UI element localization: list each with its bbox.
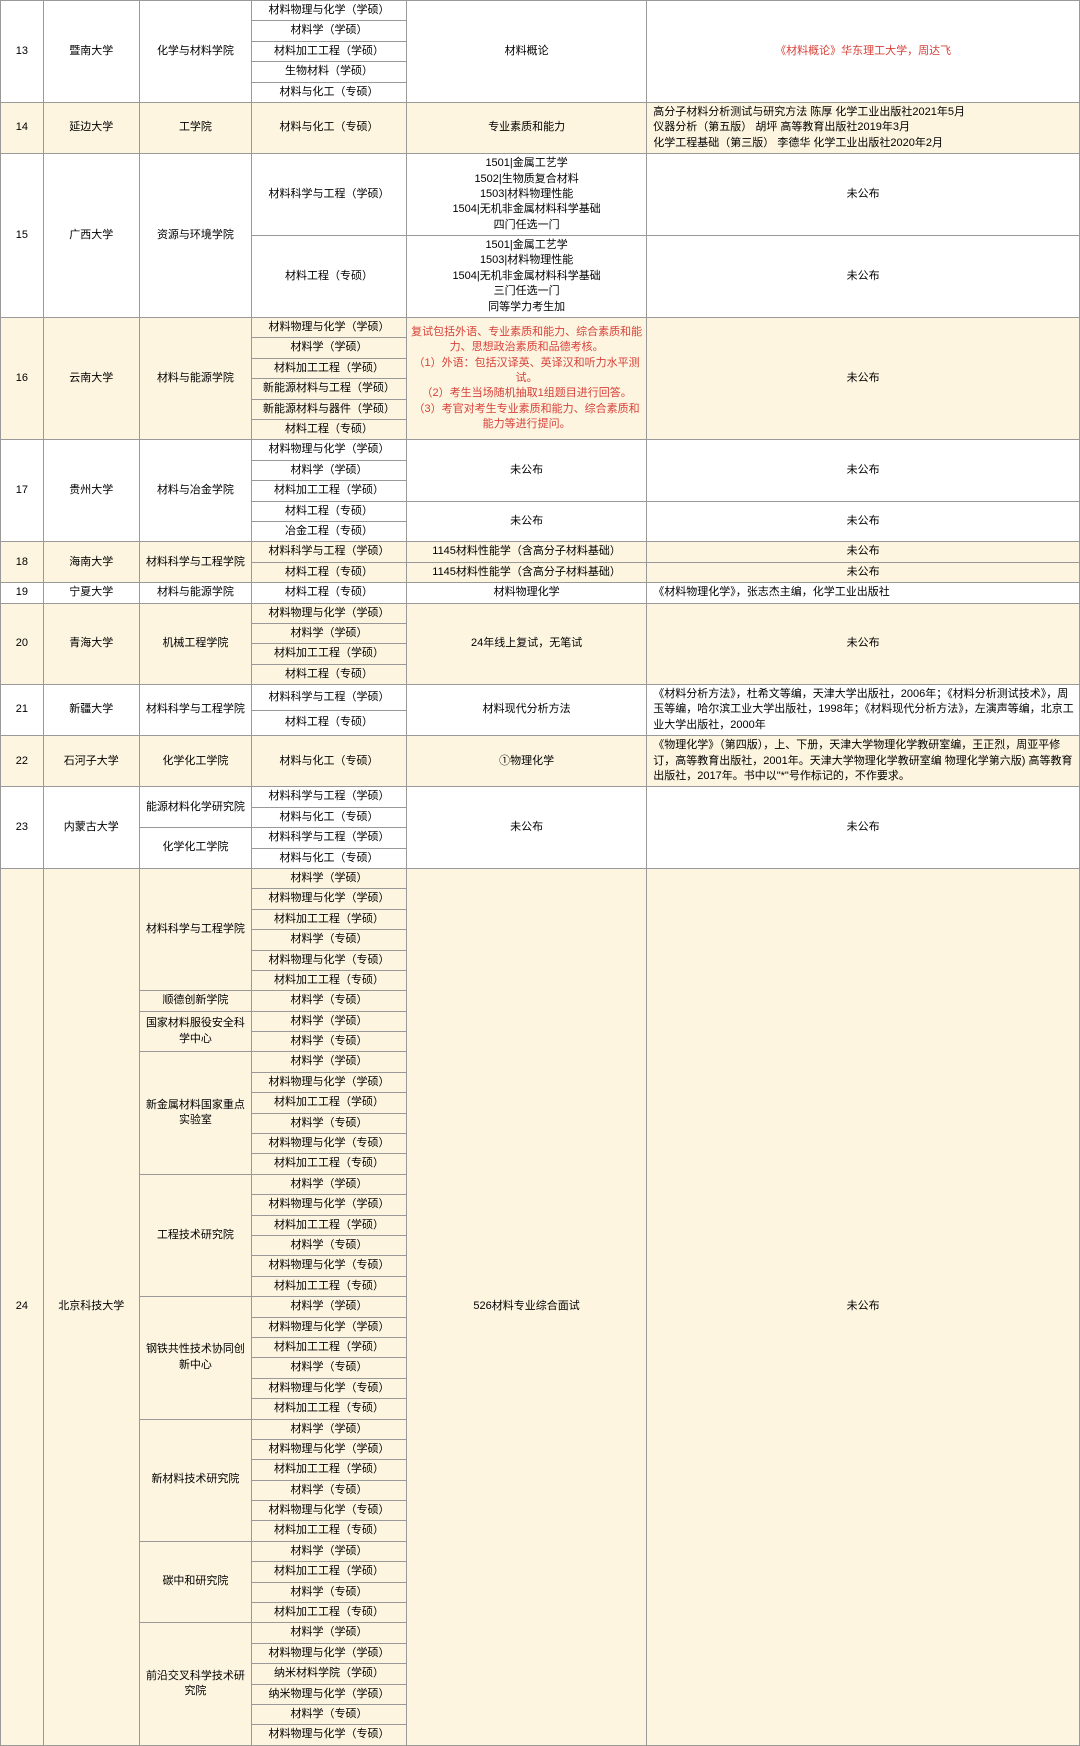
table-row: 18海南大学材料科学与工程学院材料科学与工程（学硕）1145材料性能学（含高分子… (1, 542, 1080, 562)
exam-table: 13暨南大学化学与材料学院材料物理与化学（学硕）材料概论《材料概论》华东理工大学… (0, 0, 1080, 1746)
table-row: 16云南大学材料与能源学院材料物理与化学（学硕）复试包括外语、专业素质和能力、综… (1, 318, 1080, 338)
table-row: 17贵州大学材料与冶金学院材料物理与化学（学硕）未公布未公布 (1, 440, 1080, 460)
table-row: 22石河子大学化学化工学院材料与化工（专硕）①物理化学《物理化学》（第四版），上… (1, 736, 1080, 787)
table-row: 19宁夏大学材料与能源学院材料工程（专硕）材料物理化学《材料物理化学》，张志杰主… (1, 583, 1080, 603)
table-row: 14延边大学工学院材料与化工（专硕）专业素质和能力高分子材料分析测试与研究方法 … (1, 102, 1080, 153)
table-row: 15广西大学资源与环境学院材料科学与工程（学硕）1501|金属工艺学1502|生… (1, 154, 1080, 236)
table-row: 13暨南大学化学与材料学院材料物理与化学（学硕）材料概论《材料概论》华东理工大学… (1, 1, 1080, 21)
table-row: 21新疆大学材料科学与工程学院材料科学与工程（学硕）材料现代分析方法《材料分析方… (1, 685, 1080, 711)
table-row: 24北京科技大学材料科学与工程学院材料学（学硕）526材料专业综合面试未公布 (1, 868, 1080, 888)
table-row: 20青海大学机械工程学院材料物理与化学（学硕）24年线上复试，无笔试未公布 (1, 603, 1080, 623)
table-row: 23内蒙古大学能源材料化学研究院材料科学与工程（学硕）未公布未公布 (1, 787, 1080, 807)
